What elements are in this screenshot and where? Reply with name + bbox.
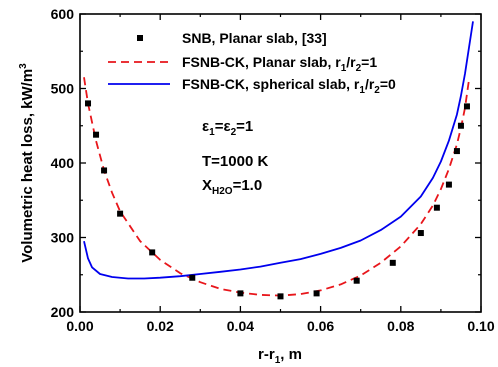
x-tick-label: 0.04 (227, 318, 254, 334)
annotation-part: =1 (236, 118, 253, 135)
y-tick-label: 400 (51, 155, 75, 171)
y-axis-title-sup: 3 (18, 63, 29, 69)
data-point-square (149, 249, 156, 256)
data-point-square (457, 122, 464, 129)
annotation-mole-fraction: XH2O=1.0 (202, 177, 262, 197)
series-line-planar (83, 77, 470, 297)
annotation-part: H2O (212, 186, 233, 197)
annotation-temperature: T=1000 K (202, 153, 268, 170)
legend-label-part: FSNB-CK, spherical slab, r (182, 76, 360, 92)
data-point-square (101, 167, 108, 174)
data-point-square (389, 259, 396, 266)
data-point-square (453, 148, 460, 155)
x-tick-label: 0.06 (307, 318, 334, 334)
annotation-part: 1 (209, 127, 215, 138)
data-point-square (93, 131, 100, 138)
legend-label-part: =0 (380, 76, 396, 92)
x-tick-label: 0.00 (66, 318, 93, 334)
y-tick-label: 600 (51, 6, 75, 22)
legend-label-part: SNB, Planar slab, [33] (182, 30, 327, 46)
x-axis: 0.00 0.02 0.04 0.06 0.08 0.10 (66, 14, 495, 334)
x-tick-label: 0.08 (387, 318, 414, 334)
data-point-square (445, 181, 452, 188)
annotation-part: ε (202, 118, 209, 135)
x-axis-title: r-r1, m (258, 346, 302, 366)
y-tick-label: 500 (51, 81, 75, 97)
x-tick-label: 0.02 (147, 318, 174, 334)
legend-label-part: FSNB-CK, Planar slab, r (182, 54, 341, 70)
legend-label-part: 1 (359, 85, 365, 96)
data-point-square (463, 103, 470, 110)
legend-label-part: =1 (361, 54, 377, 70)
annotation-part: X (202, 177, 212, 194)
x-tick-label: 0.10 (467, 318, 494, 334)
y-tick-label: 200 (51, 304, 75, 320)
data-point-square (353, 277, 360, 284)
legend-label-part: 2 (356, 63, 362, 74)
legend-label-part: /r (365, 76, 375, 92)
annotations: ε1=ε2=1 T=1000 K XH2O=1.0 (202, 118, 268, 197)
annotation-emissivity: ε1=ε2=1 (202, 118, 253, 138)
series-markers (85, 100, 470, 300)
legend-label-part: 1 (341, 63, 347, 74)
data-point-square (189, 274, 196, 281)
legend-marker-square (137, 35, 143, 41)
legend-label-part: /r (346, 54, 356, 70)
data-point-square (117, 210, 124, 217)
annotation-part: T=1000 K (202, 153, 268, 170)
y-axis-title-main: Volumetric heat loss, kW/m (19, 69, 36, 263)
x-axis-title-main: r-r (258, 346, 275, 363)
x-axis-title-tail: , m (280, 346, 302, 363)
data-point-square (237, 290, 244, 297)
y-tick-label: 300 (51, 230, 75, 246)
legend-label: FSNB-CK, Planar slab, r1/r2=1 (182, 54, 377, 74)
legend-label: SNB, Planar slab, [33] (182, 30, 327, 46)
legend-label: FSNB-CK, spherical slab, r1/r2=0 (182, 76, 396, 96)
series-lines (83, 21, 474, 297)
data-point-square (277, 293, 284, 300)
data-point-square (417, 230, 424, 237)
annotation-part: =1.0 (233, 177, 263, 194)
y-axis-title: Volumetric heat loss, kW/m3 (18, 63, 36, 263)
legend-label-part: 2 (374, 85, 380, 96)
annotation-part: 2 (231, 127, 237, 138)
series-line-spherical (83, 21, 474, 280)
y-axis: 200 300 400 500 600 (51, 6, 481, 320)
data-point-square (433, 204, 440, 211)
annotation-part: =ε (215, 118, 231, 135)
data-point-square (85, 100, 92, 107)
legend: SNB, Planar slab, [33] FSNB-CK, Planar sl… (108, 30, 396, 96)
data-point-square (313, 290, 320, 297)
x-axis-title-sub: 1 (275, 355, 281, 366)
